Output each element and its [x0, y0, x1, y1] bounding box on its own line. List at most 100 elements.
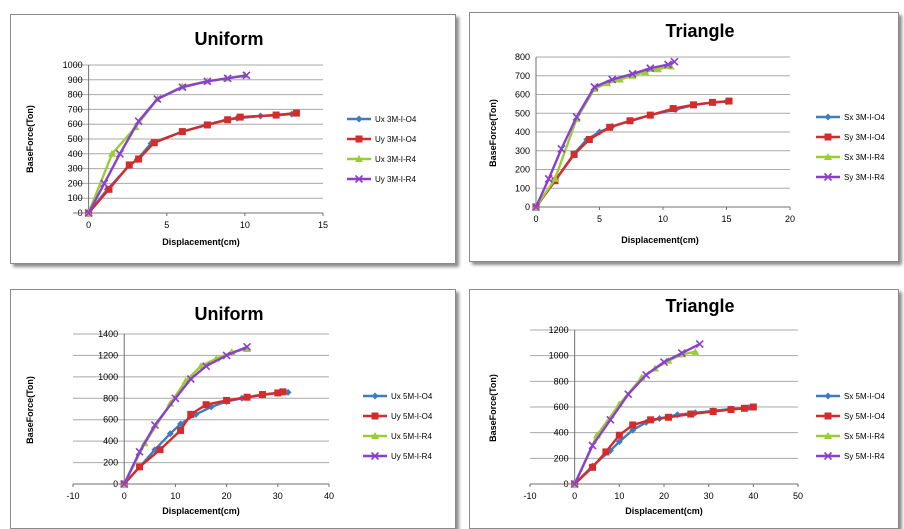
data-point [615, 431, 623, 439]
x-tick-label: 10 [240, 220, 250, 230]
data-point [695, 340, 704, 349]
y-tick-label: 900 [68, 75, 83, 85]
data-point [608, 75, 617, 84]
legend-entry: Ux 5M-I-O4 [391, 392, 433, 401]
data-point [135, 155, 143, 163]
y-tick-label: 800 [103, 393, 118, 403]
data-point [544, 174, 553, 183]
data-point [626, 117, 634, 125]
data-point [709, 407, 717, 415]
legend-swatch-marker [824, 153, 832, 160]
data-point [166, 430, 174, 438]
data-point [727, 406, 735, 414]
y-tick-label: 100 [68, 193, 83, 203]
y-tick-label: 600 [103, 415, 118, 425]
series-line-4 [123, 345, 248, 485]
chart-panel-bottom-right: Triangle 0 200 400 600 800 1000 1200 -10 0 10 20 30 4… [469, 289, 899, 529]
data-point [243, 393, 251, 401]
data-point [572, 112, 581, 122]
data-point [243, 345, 252, 352]
data-point [740, 404, 748, 412]
legend-swatch-marker [824, 412, 832, 420]
data-point [178, 83, 187, 92]
legend-swatch-marker [824, 432, 832, 439]
data-point [531, 202, 541, 212]
y-tick-label: 300 [515, 146, 530, 156]
y-tick-label: 800 [554, 376, 569, 386]
data-point [274, 389, 282, 397]
y-tick-label: 400 [103, 436, 118, 446]
data-point [258, 391, 266, 399]
legend-entry: Sx 5M-I-R4 [844, 432, 885, 441]
data-point [589, 463, 597, 471]
data-point [177, 426, 185, 434]
x-tick-label: 5 [597, 214, 602, 224]
data-point [135, 447, 144, 456]
y-tick-label: 200 [515, 165, 530, 175]
data-point [551, 174, 560, 182]
data-point [203, 77, 212, 86]
legend-entry: Sy 5M-I-O4 [844, 412, 885, 421]
x-tick-label: 0 [122, 491, 127, 501]
y-axis-label: BaseForce(Ton) [488, 374, 498, 442]
legend-entry: Ux 3M-I-R4 [375, 155, 416, 164]
legend-entry: Sx 3M-I-O4 [844, 113, 885, 122]
series-line-4 [573, 343, 701, 485]
legend-entry: Sy 3M-I-O4 [844, 133, 885, 142]
legend-entry: Uy 5M-I-R4 [391, 452, 432, 461]
data-point [670, 57, 679, 66]
x-axis-label: Displacement(cm) [162, 237, 240, 247]
data-point [224, 116, 232, 124]
y-tick-label: 200 [68, 178, 83, 188]
data-point [664, 413, 672, 421]
legend-swatch-marker [355, 115, 363, 123]
x-tick-label: -10 [523, 491, 536, 501]
data-point [156, 446, 164, 454]
y-tick-label: 600 [68, 119, 83, 129]
x-tick-label: 20 [785, 214, 795, 224]
data-point [664, 60, 673, 69]
y-tick-label: 800 [515, 52, 530, 62]
data-point [689, 101, 697, 109]
x-axis-label: Displacement(cm) [625, 506, 703, 516]
data-point [150, 421, 159, 430]
chart-title: Triangle [665, 21, 734, 41]
data-point [659, 358, 669, 367]
x-axis-label: Displacement(cm) [162, 506, 240, 516]
data-point [647, 416, 655, 424]
series-line-4 [534, 60, 675, 208]
legend-entry: Uy 3M-I-O4 [375, 135, 417, 144]
data-point [236, 113, 244, 121]
legend-entry: Sy 5M-I-R4 [844, 452, 885, 461]
data-point [153, 94, 162, 104]
legend-swatch-marker [355, 135, 363, 143]
data-point [557, 144, 566, 153]
chart-title: Uniform [195, 304, 264, 324]
y-axis-label: BaseForce(Ton) [25, 376, 35, 444]
chart-panel-top-right: Triangle 0 100 200 300 400 500 600 700 800 0 5 10 15 2… [469, 12, 899, 262]
data-point [243, 342, 252, 351]
x-tick-label: 30 [704, 491, 714, 501]
legend-swatch-marker [824, 133, 832, 141]
data-point [606, 415, 615, 424]
data-point [588, 441, 597, 450]
data-point [150, 139, 158, 147]
y-tick-label: 700 [515, 71, 530, 81]
legend-entry: Uy 3M-I-R4 [375, 175, 416, 184]
data-point [223, 396, 231, 404]
x-tick-label: 0 [572, 491, 577, 501]
legend-swatch-marker [370, 451, 380, 461]
chart-svg: Triangle 0 100 200 300 400 500 600 700 800 0 5 10 15 2… [488, 21, 885, 245]
x-tick-label: -10 [66, 491, 79, 501]
y-tick-label: 1000 [63, 60, 83, 70]
data-point [134, 117, 143, 126]
chart-panel-top-left: Uniform 0 100 200 300 400 500 600 700 800 900 1000 0… [10, 14, 456, 264]
y-axis-label: BaseForce(Ton) [488, 99, 498, 167]
data-point [602, 448, 610, 456]
data-point [203, 121, 211, 129]
data-point [171, 394, 180, 403]
data-point [677, 349, 686, 358]
x-tick-label: 20 [659, 491, 669, 501]
data-point [108, 149, 117, 157]
